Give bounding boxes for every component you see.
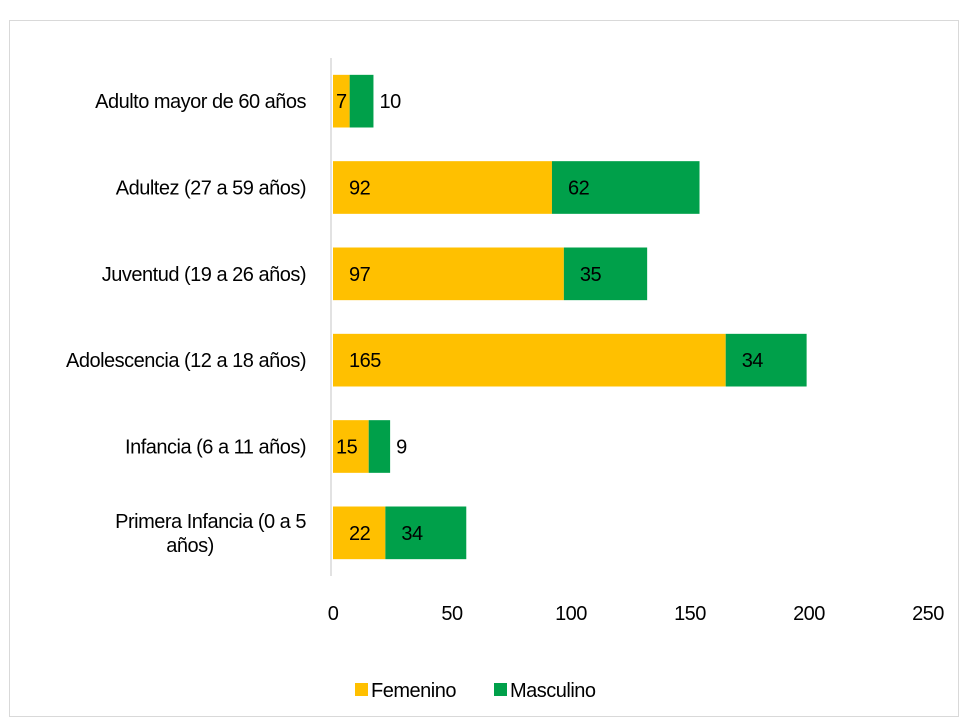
bar-femenino-5: [333, 506, 386, 560]
category-label: años): [166, 535, 214, 557]
category-labels: Adulto mayor de 60 años Adultez (27 a 59 …: [66, 91, 307, 557]
x-tick-label: 150: [674, 603, 706, 625]
x-tick-label: 0: [328, 603, 339, 625]
data-label-femenino: 7: [336, 91, 347, 113]
data-label-masculino: 9: [396, 437, 407, 459]
bar-masculino-2: [563, 247, 648, 301]
bars-group: [333, 74, 807, 560]
data-label-femenino: 165: [349, 350, 381, 372]
category-label: Juventud (19 a 26 años): [102, 264, 306, 286]
data-label-masculino: 34: [401, 523, 423, 545]
category-label: Adolescencia (12 a 18 años): [66, 350, 306, 372]
bar-femenino-4: [333, 420, 369, 473]
category-label: Infancia (6 a 11 años): [125, 437, 306, 459]
data-label-femenino: 22: [349, 523, 371, 545]
bar-femenino-2: [333, 247, 564, 301]
data-label-masculino: 62: [568, 178, 590, 200]
category-label: Adultez (27 a 59 años): [116, 178, 306, 200]
bar-femenino-0: [333, 74, 350, 128]
legend-swatch-masculino: [494, 683, 507, 696]
data-label-femenino: 97: [349, 264, 371, 286]
legend: Femenino Masculino: [355, 680, 596, 702]
x-tick-label: 250: [912, 603, 944, 625]
x-tick-label: 100: [555, 603, 587, 625]
x-tick-labels: 0 50 100 150 200 250: [328, 603, 945, 625]
bar-masculino-5: [385, 506, 467, 560]
x-tick-label: 200: [793, 603, 825, 625]
data-label-femenino: 92: [349, 178, 371, 200]
bar-femenino-3: [333, 333, 726, 387]
bar-masculino-0: [349, 74, 374, 128]
legend-label-femenino: Femenino: [371, 680, 456, 702]
category-label: Adulto mayor de 60 años: [95, 91, 306, 113]
bar-masculino-1: [551, 161, 700, 214]
data-label-masculino: 34: [742, 350, 764, 372]
data-label-masculino: 35: [580, 264, 602, 286]
bar-masculino-4: [368, 420, 391, 473]
chart-frame: [9, 20, 959, 717]
data-label-femenino: 15: [336, 437, 358, 459]
data-labels: 7 10 92 62 97 35 165 34 15 9 22 34: [336, 91, 764, 545]
bar-masculino-3: [725, 333, 807, 387]
legend-label-masculino: Masculino: [510, 680, 596, 702]
category-label: Primera Infancia (0 a 5: [115, 511, 306, 533]
data-label-masculino: 10: [379, 91, 401, 113]
x-tick-label: 50: [441, 603, 463, 625]
bar-femenino-1: [333, 161, 552, 214]
legend-swatch-femenino: [355, 683, 368, 696]
